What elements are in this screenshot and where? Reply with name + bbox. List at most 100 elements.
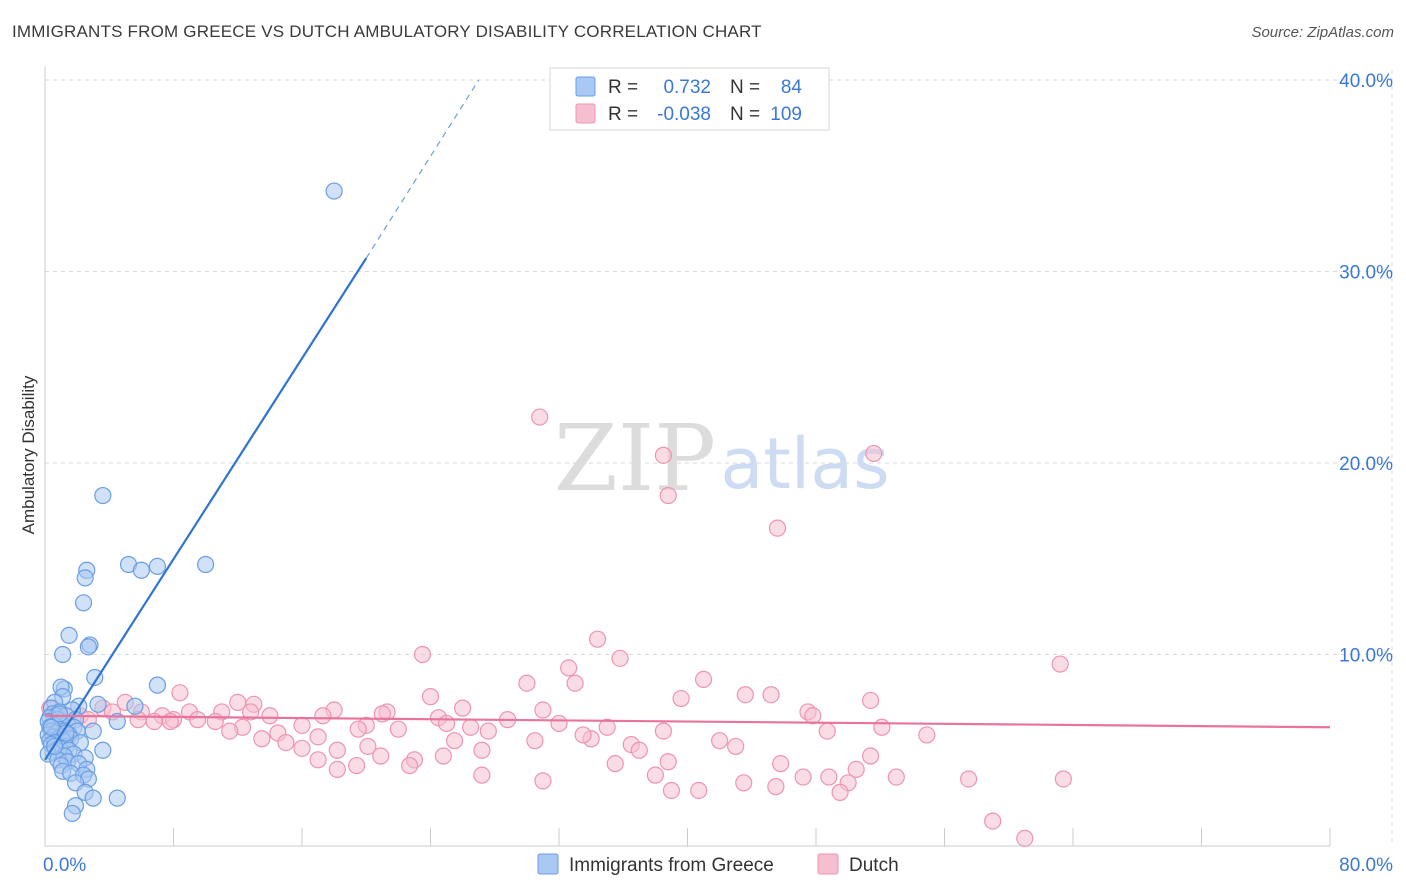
dutch-point [389,720,407,738]
dutch-point [550,714,568,733]
dutch-point [865,444,883,463]
chart-title: IMMIGRANTS FROM GREECE VS DUTCH AMBULATO… [12,22,762,41]
greece-point [57,724,75,742]
dutch-point [862,691,880,710]
legend-n-label-blue: N = [730,77,760,98]
dutch-point [473,741,491,759]
dutch-point [588,630,607,648]
dutch-point [694,670,713,688]
watermark-atlas: atlas [720,423,889,505]
legend-r-value-pink: -0.038 [657,104,711,125]
dutch-point [566,674,584,692]
greece-point [84,789,102,807]
dutch-point [206,712,224,731]
dutch-point [253,730,271,748]
bottom-legend-label-dutch: Dutch [849,855,899,876]
dutch-trend-line [44,714,1331,729]
dutch-point [574,726,592,744]
greece-point [54,645,72,664]
dutch-point [762,686,780,704]
legend-r-label-blue: R = [608,77,638,98]
dutch-point [171,684,189,702]
greece-point [197,555,215,574]
dutch-point [768,519,787,537]
dutch-point [984,812,1002,830]
bottom-legend-label-greece: Immigrants from Greece [569,855,774,876]
dutch-point [847,760,865,779]
dutch-point [473,766,491,784]
dutch-point [1054,770,1072,788]
greece-point [63,804,81,823]
dutch-point [711,732,729,750]
dutch-point [727,737,745,756]
dutch-point [188,711,207,729]
dutch-point [862,747,880,765]
legend-r-value-blue: 0.732 [663,77,711,98]
greece-point [94,486,112,505]
dutch-point [462,718,480,736]
dutch-point [437,714,456,733]
gridlines [45,70,1393,846]
dutch-point [659,486,677,505]
greece-point [50,705,69,723]
dutch-point [479,722,497,740]
dutch-point [242,703,260,721]
greece-points [39,182,343,823]
legend-n-label-pink: N = [730,104,760,125]
trend-lines [44,79,1331,761]
greece-trend-line [44,257,368,761]
greece-point [108,789,126,807]
dutch-point [831,783,849,801]
dutch-point [887,768,905,786]
dutch-point [445,732,464,750]
dutch-point [959,770,978,788]
legend-swatch-blue [575,76,596,97]
dutch-point [794,768,812,786]
watermark: ZIP atlas [554,405,890,512]
dutch-point [277,733,295,752]
legend: R = 0.732 N = 84 R = -0.038 N = 109 [549,67,830,131]
greece-point [84,722,102,740]
x-tick-label: 0.0% [43,855,86,876]
dutch-point [293,739,311,757]
dutch-point [654,446,673,464]
dutch-point [413,645,432,664]
dutch-point [328,741,346,759]
dutch-point [261,707,279,725]
greece-point [325,182,343,200]
dutch-point [293,716,311,734]
dutch-point [630,741,648,759]
dutch-point [221,722,239,740]
dutch-point [531,408,549,426]
dutch-point [526,732,544,750]
greece-point [148,557,167,576]
dutch-point [690,781,708,800]
dutch-point [662,781,681,800]
dutch-point [309,728,327,746]
dutch-point [820,768,838,786]
dutch-point [560,659,578,677]
dutch-point [421,688,440,706]
bottom-legend-swatch-dutch [817,853,839,875]
dutch-point [309,751,327,769]
greece-point [42,718,61,736]
greece-point [148,676,167,694]
greece-point [79,638,97,656]
dutch-point [359,737,377,756]
y-tick-label: 30.0% [1339,263,1393,284]
dutch-point [534,772,552,790]
dutch-point [454,699,472,717]
dutch-point [736,686,754,704]
dutch-points [41,408,1072,847]
legend-n-value-pink: 109 [770,104,802,125]
bottom-legend-swatch-greece [537,853,559,875]
greece-point [89,695,107,713]
dutch-point [611,649,629,667]
dutch-point [735,774,753,792]
legend-box [549,67,830,131]
legend-r-label-pink: R = [608,104,638,125]
dutch-point [654,722,673,740]
legend-n-value-blue: 84 [781,77,803,98]
greece-point [74,594,93,612]
